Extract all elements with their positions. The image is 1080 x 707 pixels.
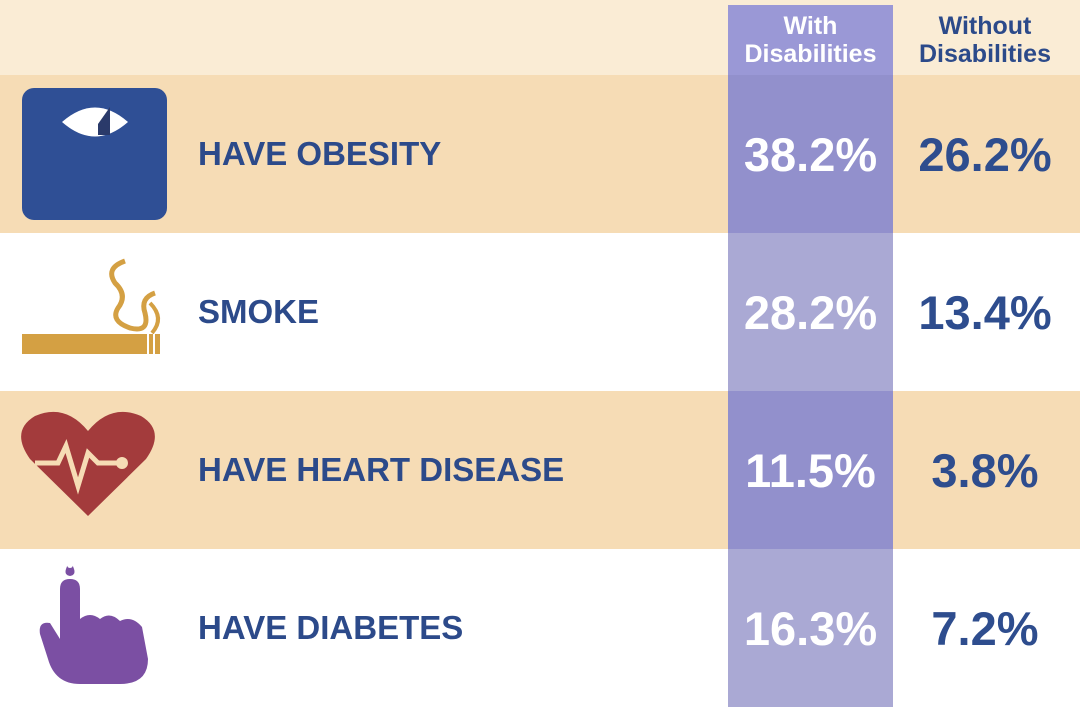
row-label: HAVE HEART DISEASE xyxy=(198,451,565,488)
value-with: 16.3% xyxy=(728,549,893,707)
table-row: SMOKE 28.2% 13.4% xyxy=(0,233,1080,391)
cigarette-icon xyxy=(22,258,160,354)
value-with: 11.5% xyxy=(728,391,893,549)
finger-icon xyxy=(39,562,148,684)
value-without: 13.4% xyxy=(918,285,1052,339)
heart-icon xyxy=(21,411,155,516)
value-without: 7.2% xyxy=(931,601,1039,655)
table-row: HAVE OBESITY 38.2% 26.2% xyxy=(0,75,1080,233)
value-with: 38.2% xyxy=(728,75,893,233)
column-header: Without Disabilities xyxy=(919,12,1051,68)
value-without: 26.2% xyxy=(918,127,1052,181)
column-header: With Disabilities xyxy=(728,5,893,75)
scale-icon xyxy=(22,88,167,220)
table-row: HAVE DIABETES 16.3% 7.2% xyxy=(0,549,1080,707)
value-without: 3.8% xyxy=(931,443,1039,497)
row-label: HAVE OBESITY xyxy=(198,135,442,172)
row-label: HAVE DIABETES xyxy=(198,609,464,646)
value-with: 28.2% xyxy=(728,233,893,391)
row-label: SMOKE xyxy=(198,293,320,330)
table-row: HAVE HEART DISEASE 11.5% 3.8% xyxy=(0,391,1080,549)
